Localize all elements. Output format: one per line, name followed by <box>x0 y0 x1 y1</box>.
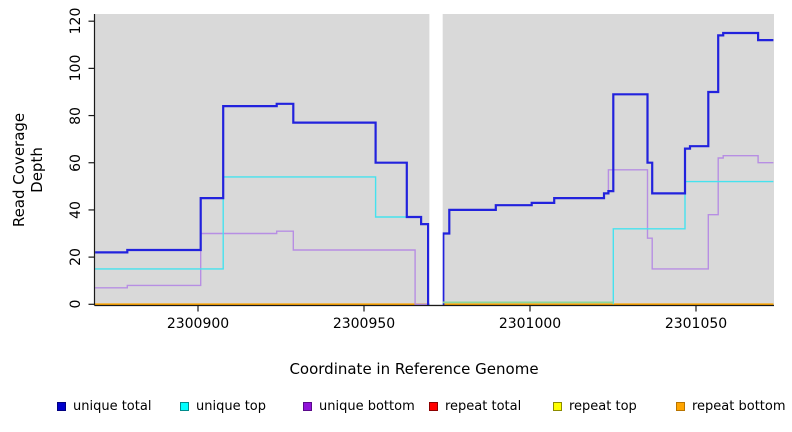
legend-swatch-icon <box>57 401 66 411</box>
y-tick-label-40: 40 <box>68 201 84 219</box>
x-tick-label-2300900: 2300900 <box>166 316 230 332</box>
x-tick-label-2300950: 2300950 <box>332 316 396 332</box>
legend: unique total unique top unique bottom repea… <box>0 398 792 418</box>
no-data-gap-band <box>429 13 443 305</box>
y-tick-label-100: 100 <box>68 55 84 82</box>
legend-swatch-icon <box>180 401 189 411</box>
y-axis-title: Read Coverage Depth <box>10 112 46 228</box>
series-unique-total <box>442 31 774 306</box>
legend-item-unique-total: unique total <box>57 398 151 414</box>
legend-label: repeat top <box>569 398 637 414</box>
series-unique-total <box>95 102 430 306</box>
legend-item-repeat-bottom: repeat bottom <box>676 398 786 414</box>
legend-swatch-icon <box>303 401 312 411</box>
legend-item-repeat-top: repeat top <box>553 398 637 414</box>
y-tick-label-20: 20 <box>68 248 84 267</box>
series-unique-top <box>612 180 774 305</box>
legend-label: repeat total <box>445 398 522 414</box>
legend-item-unique-top: unique top <box>180 398 266 414</box>
legend-label: unique total <box>73 398 152 414</box>
x-axis-title-text: Coordinate in Reference Genome <box>289 360 539 378</box>
legend-swatch-icon <box>676 401 685 411</box>
legend-item-unique-bottom: unique bottom <box>303 398 415 414</box>
legend-swatch-icon <box>553 401 562 411</box>
x-axis-title: Coordinate in Reference Genome <box>0 360 792 378</box>
y-tick-label-80: 80 <box>68 106 84 125</box>
x-tick-label-2301000: 2301000 <box>498 316 562 332</box>
legend-item-repeat-total: repeat total <box>429 398 521 414</box>
legend-label: repeat bottom <box>692 398 786 414</box>
y-tick-label-60: 60 <box>68 153 84 172</box>
legend-label: unique top <box>196 398 267 414</box>
y-tick-label-0: 0 <box>68 299 84 309</box>
y-tick-label-120: 120 <box>68 7 84 35</box>
legend-swatch-icon <box>429 401 438 411</box>
legend-label: unique bottom <box>319 398 415 414</box>
series-unique-bottom <box>95 230 430 305</box>
x-tick-label-2301050: 2301050 <box>664 316 728 332</box>
